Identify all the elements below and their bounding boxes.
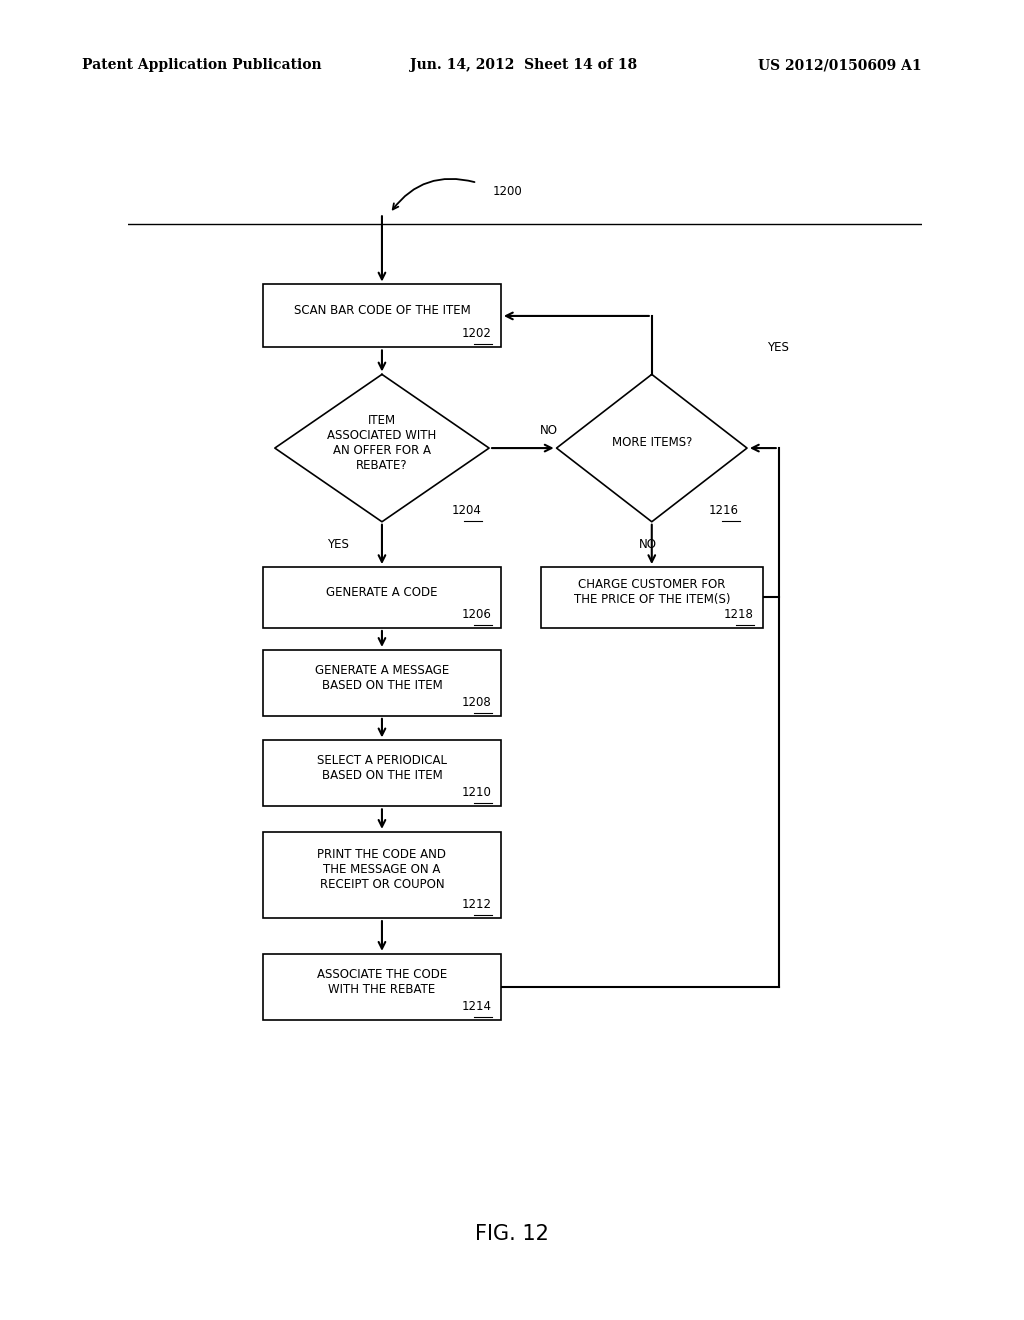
Text: ASSOCIATE THE CODE
WITH THE REBATE: ASSOCIATE THE CODE WITH THE REBATE xyxy=(316,968,447,995)
Polygon shape xyxy=(557,375,748,521)
Text: YES: YES xyxy=(767,341,788,354)
Bar xyxy=(263,649,501,715)
Text: YES: YES xyxy=(328,537,349,550)
Text: 1210: 1210 xyxy=(462,787,492,799)
Text: CHARGE CUSTOMER FOR
THE PRICE OF THE ITEM(S): CHARGE CUSTOMER FOR THE PRICE OF THE ITE… xyxy=(573,578,730,606)
Polygon shape xyxy=(274,375,489,521)
Text: Patent Application Publication: Patent Application Publication xyxy=(82,58,322,73)
Text: FIG. 12: FIG. 12 xyxy=(475,1224,549,1245)
Bar xyxy=(263,284,501,347)
Text: 1214: 1214 xyxy=(462,999,492,1012)
Text: 1212: 1212 xyxy=(462,898,492,911)
Bar xyxy=(541,568,763,628)
Text: 1206: 1206 xyxy=(462,609,492,620)
Bar xyxy=(263,832,501,919)
Text: GENERATE A MESSAGE
BASED ON THE ITEM: GENERATE A MESSAGE BASED ON THE ITEM xyxy=(314,664,450,692)
Text: 1218: 1218 xyxy=(724,609,754,620)
Bar xyxy=(263,954,501,1020)
Text: SELECT A PERIODICAL
BASED ON THE ITEM: SELECT A PERIODICAL BASED ON THE ITEM xyxy=(317,754,446,783)
Text: 1200: 1200 xyxy=(494,185,523,198)
Text: ITEM
ASSOCIATED WITH
AN OFFER FOR A
REBATE?: ITEM ASSOCIATED WITH AN OFFER FOR A REBA… xyxy=(328,414,436,473)
Text: Jun. 14, 2012  Sheet 14 of 18: Jun. 14, 2012 Sheet 14 of 18 xyxy=(410,58,637,73)
Text: NO: NO xyxy=(540,424,558,437)
Text: GENERATE A CODE: GENERATE A CODE xyxy=(327,586,437,599)
Text: 1208: 1208 xyxy=(462,696,492,709)
Text: PRINT THE CODE AND
THE MESSAGE ON A
RECEIPT OR COUPON: PRINT THE CODE AND THE MESSAGE ON A RECE… xyxy=(317,849,446,891)
Text: US 2012/0150609 A1: US 2012/0150609 A1 xyxy=(758,58,922,73)
Text: NO: NO xyxy=(639,537,656,550)
Bar xyxy=(263,568,501,628)
Text: 1204: 1204 xyxy=(452,504,481,516)
Bar xyxy=(263,741,501,807)
Text: 1202: 1202 xyxy=(462,327,492,341)
Text: SCAN BAR CODE OF THE ITEM: SCAN BAR CODE OF THE ITEM xyxy=(294,305,470,317)
Text: 1216: 1216 xyxy=(709,504,739,516)
Text: MORE ITEMS?: MORE ITEMS? xyxy=(611,437,692,450)
